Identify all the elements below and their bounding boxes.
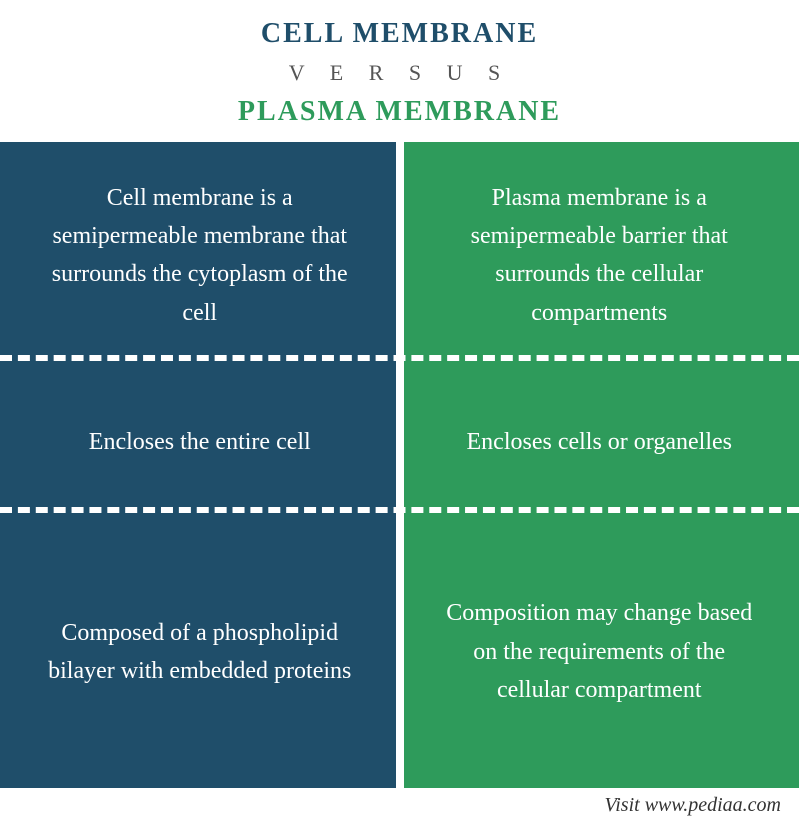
cell-text: Encloses the entire cell bbox=[89, 423, 311, 461]
cell-left-2: Composed of a phospholipid bilayer with … bbox=[0, 516, 400, 788]
cell-left-1: Encloses the entire cell bbox=[0, 369, 400, 516]
cell-text: Plasma membrane is a semipermeable barri… bbox=[438, 179, 762, 333]
cell-right-2: Composition may change based on the requ… bbox=[400, 516, 799, 788]
cell-text: Composed of a phospholipid bilayer with … bbox=[38, 614, 362, 691]
cell-text: Cell membrane is a semipermeable membran… bbox=[38, 179, 362, 333]
vertical-divider bbox=[396, 142, 404, 788]
cell-text: Encloses cells or organelles bbox=[467, 423, 732, 461]
versus-label: V E R S U S bbox=[0, 60, 799, 86]
cell-right-1: Encloses cells or organelles bbox=[400, 369, 799, 516]
cell-text: Composition may change based on the requ… bbox=[438, 594, 762, 709]
title-left: CELL MEMBRANE bbox=[0, 18, 799, 50]
header: CELL MEMBRANE V E R S U S PLASMA MEMBRAN… bbox=[0, 0, 799, 142]
comparison-infographic: CELL MEMBRANE V E R S U S PLASMA MEMBRAN… bbox=[0, 0, 799, 825]
cell-left-0: Cell membrane is a semipermeable membran… bbox=[0, 142, 400, 369]
comparison-grid: Cell membrane is a semipermeable membran… bbox=[0, 142, 799, 788]
footer-credit: Visit www.pediaa.com bbox=[0, 788, 799, 825]
cell-right-0: Plasma membrane is a semipermeable barri… bbox=[400, 142, 799, 369]
title-right: PLASMA MEMBRANE bbox=[0, 96, 799, 128]
